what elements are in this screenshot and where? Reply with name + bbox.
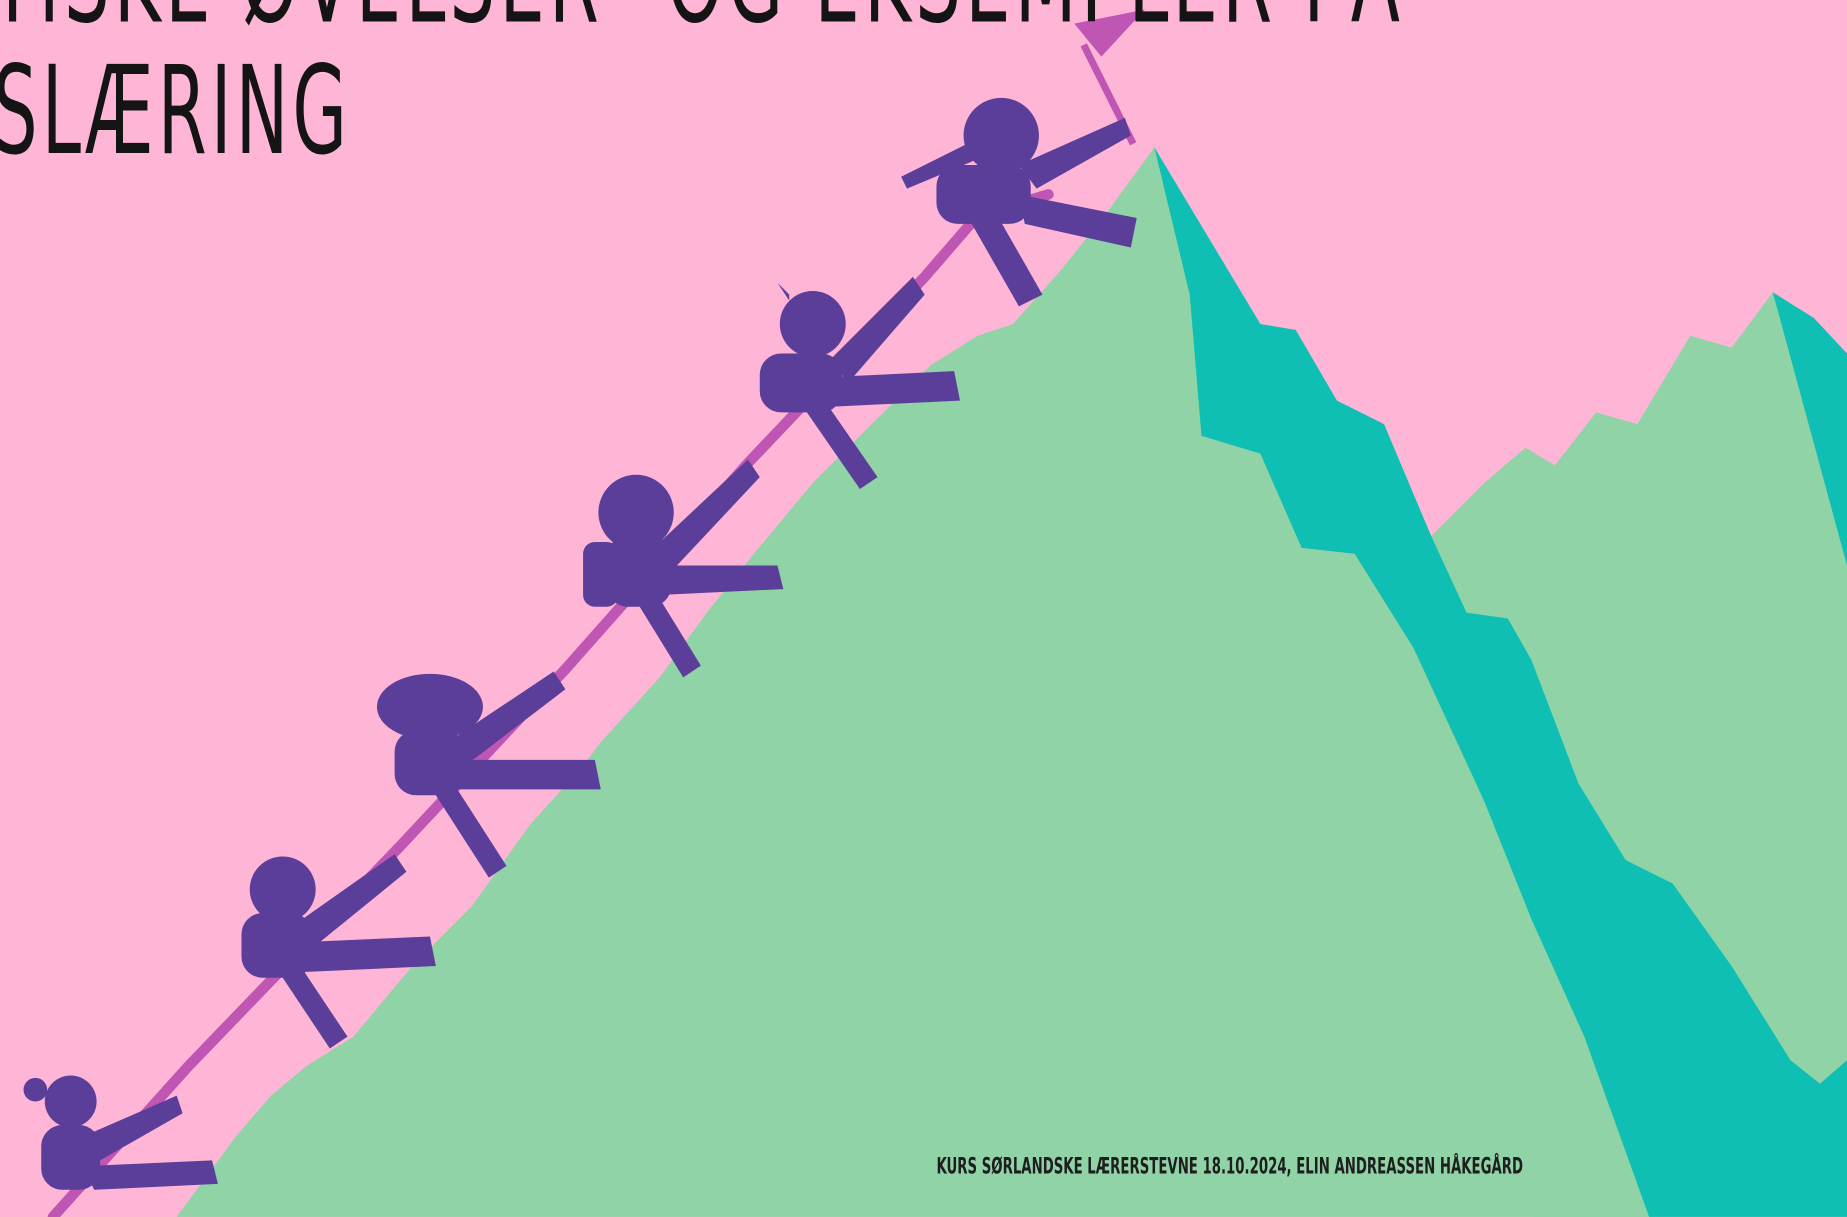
slide: TISKE ØVELSER” OG EKSEMPLER PÅ SLÆRING K… [0, 0, 1847, 1217]
title-line: SLÆRING [0, 39, 351, 182]
footer: KURS SØRLANDSKE LÆRERSTEVNE 18.10.2024, … [936, 1151, 1523, 1179]
slide-page: TISKE ØVELSER” OG EKSEMPLER PÅ SLÆRING K… [0, 0, 1847, 1217]
